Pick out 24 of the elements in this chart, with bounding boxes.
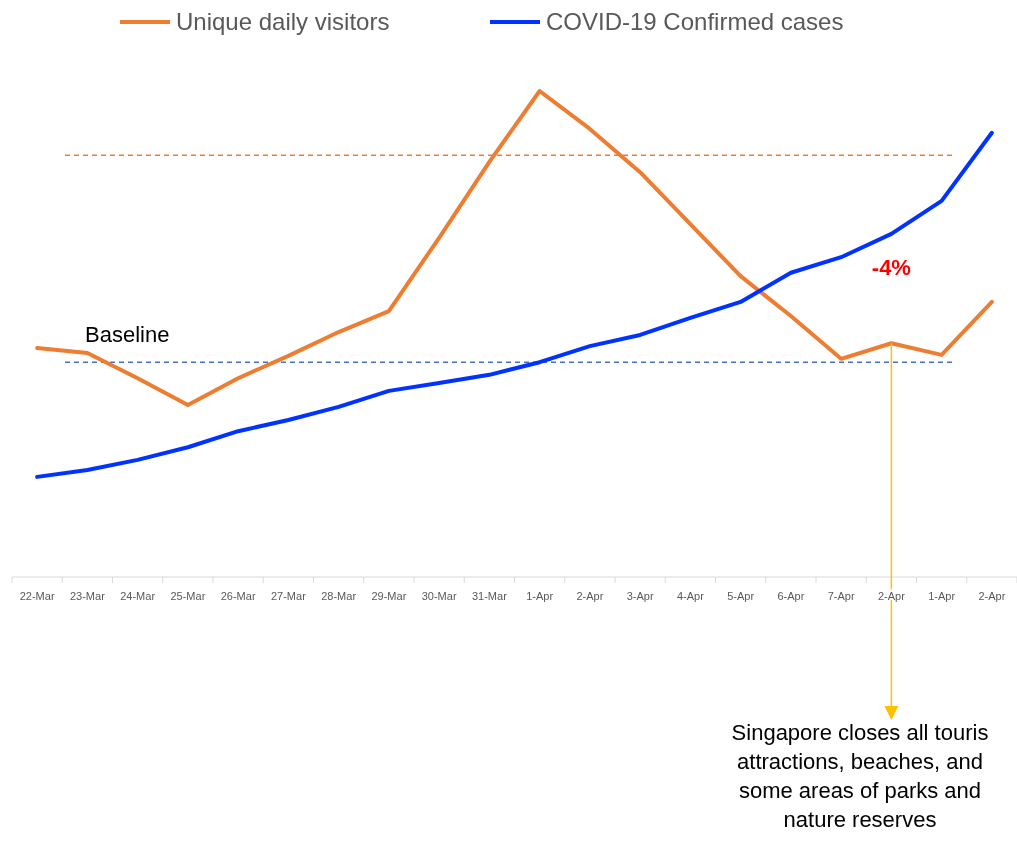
text: Singapore closes all touris attractions, beaches, and some areas of parks and nature reserves — [731, 720, 989, 832]
x-tick-label: 26-Mar — [220, 590, 256, 602]
ref-line-label: Baseline — [85, 322, 170, 348]
x-tick-label: 22-Mar — [19, 590, 55, 602]
x-tick-label: 1-Apr — [928, 590, 956, 602]
x-tick-label: 2-Apr — [978, 590, 1006, 602]
x-tick-label: 2-Apr — [576, 590, 604, 602]
x-tick-label: 27-Mar — [270, 590, 307, 602]
x-tick-label: 25-Mar — [170, 590, 206, 602]
x-tick-label: 30-Mar — [421, 590, 457, 602]
legend-label: COVID-19 Confirmed cases — [546, 8, 844, 35]
annotation: -4% — [871, 255, 911, 280]
x-tick-label: 1-Apr — [526, 590, 554, 602]
x-tick-label: 24-Mar — [120, 590, 156, 602]
x-tick-label: 28-Mar — [321, 590, 357, 602]
x-tick-label: 29-Mar — [371, 590, 407, 602]
x-tick-label: 5-Apr — [727, 590, 755, 602]
x-tick-label: 7-Apr — [827, 590, 855, 602]
x-tick-label: 6-Apr — [777, 590, 805, 602]
x-tick-label: 4-Apr — [676, 590, 705, 602]
legend-label: Unique daily visitors — [176, 8, 390, 35]
x-tick-label: 31-Mar — [471, 590, 508, 602]
x-tick-label: 3-Apr — [626, 590, 654, 602]
x-tick-label: 23-Mar — [69, 590, 106, 602]
